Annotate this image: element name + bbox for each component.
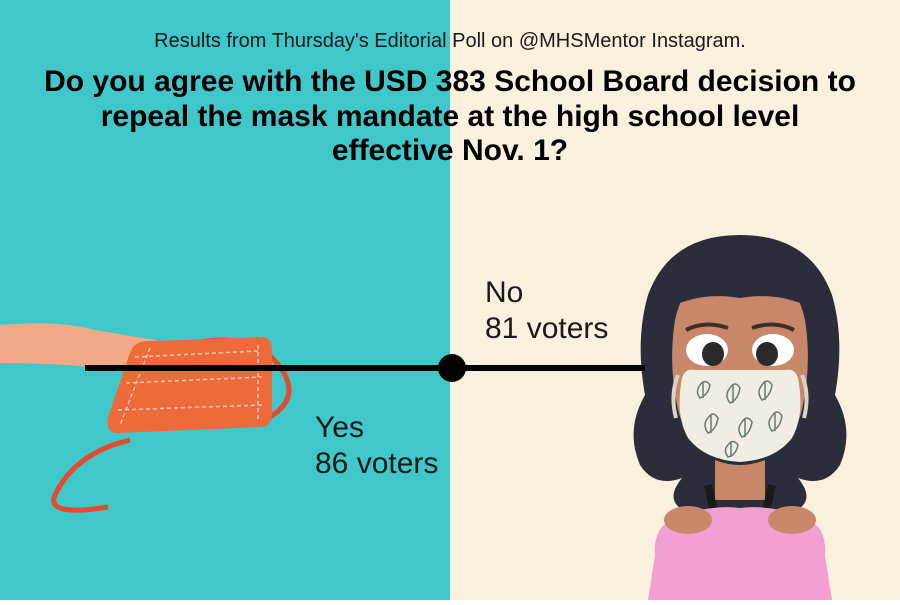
yes-label: Yes xyxy=(315,410,438,446)
hand-holding-mask-icon xyxy=(0,285,330,515)
no-vote-block: No 81 voters xyxy=(485,275,608,347)
girl-wearing-mask-icon xyxy=(600,220,880,600)
no-label: No xyxy=(485,275,608,311)
slider-track xyxy=(85,365,645,371)
poll-question-title: Do you agree with the USD 383 School Boa… xyxy=(0,65,900,169)
yes-vote-block: Yes 86 voters xyxy=(315,410,438,482)
header-block: Results from Thursday's Editorial Poll o… xyxy=(0,30,900,169)
slider-handle xyxy=(438,354,466,382)
poll-source-subtitle: Results from Thursday's Editorial Poll o… xyxy=(0,30,900,53)
yes-voters-count: 86 voters xyxy=(315,446,438,482)
no-voters-count: 81 voters xyxy=(485,311,608,347)
